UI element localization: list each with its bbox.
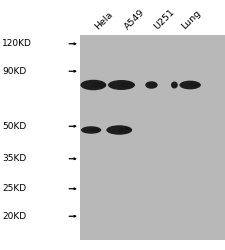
Ellipse shape: [81, 126, 101, 134]
Ellipse shape: [81, 80, 106, 90]
Text: 120KD: 120KD: [2, 39, 32, 48]
Ellipse shape: [145, 81, 157, 89]
Ellipse shape: [174, 83, 178, 87]
FancyBboxPatch shape: [80, 35, 225, 240]
Text: 90KD: 90KD: [2, 67, 27, 76]
Ellipse shape: [171, 82, 178, 88]
Ellipse shape: [118, 128, 132, 132]
Text: 20KD: 20KD: [2, 212, 26, 221]
Ellipse shape: [106, 125, 132, 135]
Text: Lung: Lung: [180, 8, 203, 31]
Ellipse shape: [108, 80, 135, 90]
Text: 35KD: 35KD: [2, 154, 27, 163]
Text: Hela: Hela: [93, 10, 115, 31]
Ellipse shape: [180, 80, 201, 90]
Text: 25KD: 25KD: [2, 184, 26, 193]
Text: A549: A549: [123, 8, 146, 31]
Text: 50KD: 50KD: [2, 122, 27, 131]
Ellipse shape: [120, 82, 135, 88]
Ellipse shape: [90, 128, 101, 132]
Ellipse shape: [151, 83, 157, 87]
Ellipse shape: [92, 82, 106, 88]
Text: U251: U251: [152, 7, 176, 31]
Ellipse shape: [189, 82, 201, 87]
